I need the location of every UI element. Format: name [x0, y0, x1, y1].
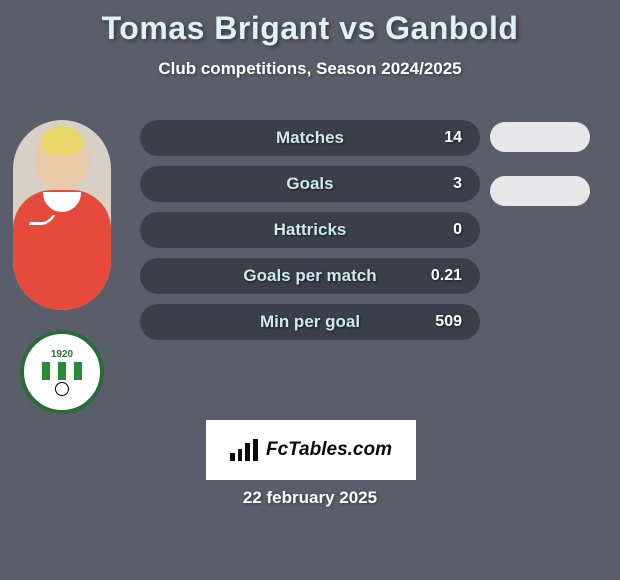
stat-label: Goals	[286, 174, 333, 194]
stat-value-right: 14	[426, 129, 462, 147]
stats-container: Matches 14 Goals 3 Hattricks 0 Goals per match…	[140, 120, 480, 340]
stat-value-right: 3	[426, 175, 462, 193]
site-logo[interactable]: FcTables.com	[206, 420, 416, 480]
bar-chart-icon	[230, 439, 258, 461]
page-subtitle: Club competitions, Season 2024/2025	[158, 59, 461, 79]
club-badge: 1920	[20, 330, 104, 414]
stat-label: Goals per match	[243, 266, 376, 286]
left-player-column: 1920	[12, 120, 112, 414]
badge-stripes-icon	[42, 362, 82, 380]
stat-value-right: 0	[426, 221, 462, 239]
stat-row: Min per goal 509	[140, 304, 480, 340]
stat-row: Matches 14	[140, 120, 480, 156]
stat-label: Matches	[276, 128, 344, 148]
opponent-badge-placeholder	[490, 176, 590, 206]
stat-row: Goals per match 0.21	[140, 258, 480, 294]
stat-row: Hattricks 0	[140, 212, 480, 248]
stat-label: Hattricks	[274, 220, 347, 240]
stat-row: Goals 3	[140, 166, 480, 202]
page-title: Tomas Brigant vs Ganbold	[102, 10, 519, 47]
player-avatar	[13, 120, 111, 310]
stat-label: Min per goal	[260, 312, 360, 332]
opponent-avatar-placeholder	[490, 122, 590, 152]
badge-year: 1920	[51, 349, 73, 360]
stat-value-right: 0.21	[426, 267, 462, 285]
stat-value-right: 509	[426, 313, 462, 331]
site-logo-text: FcTables.com	[266, 439, 392, 461]
badge-ball-icon	[55, 382, 69, 396]
right-player-column	[490, 122, 602, 206]
page-date: 22 february 2025	[0, 488, 620, 508]
